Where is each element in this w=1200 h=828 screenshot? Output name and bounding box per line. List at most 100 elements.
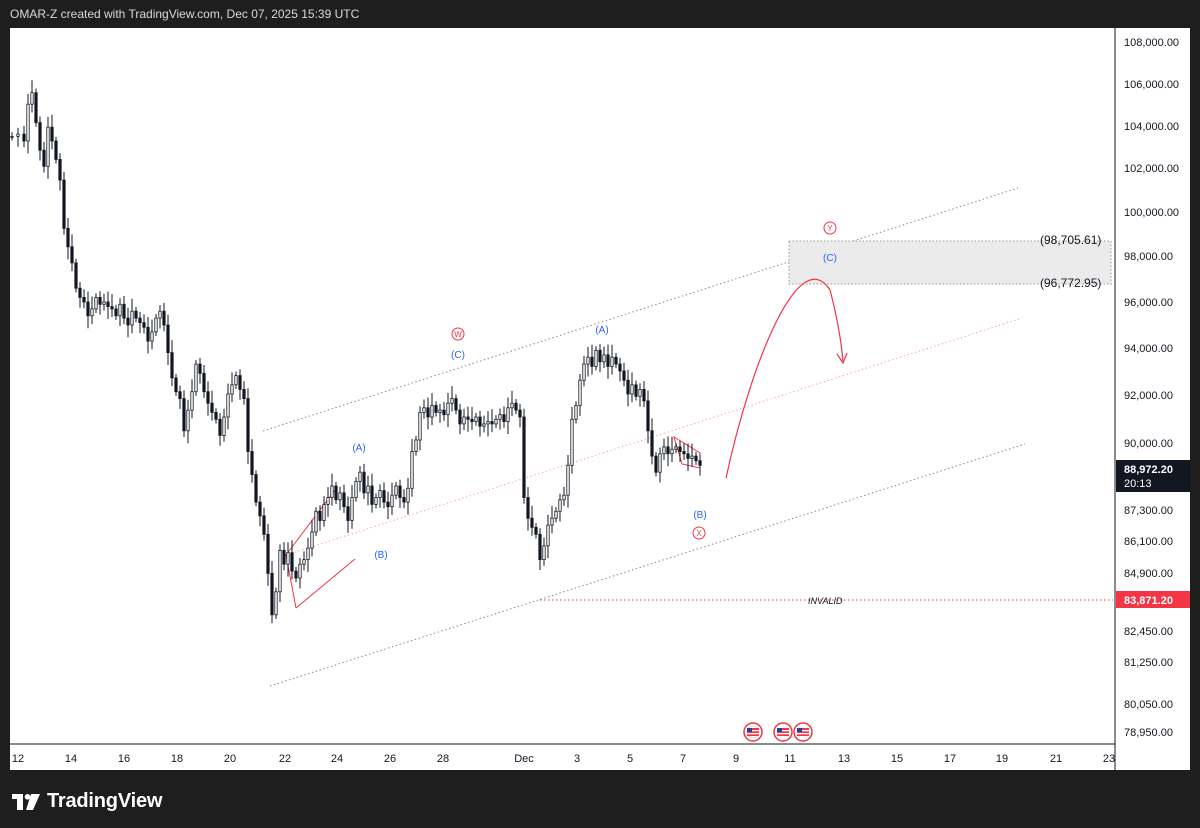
candle-body	[30, 92, 34, 105]
candle-body	[206, 391, 210, 404]
time-axis-label: 5	[627, 753, 633, 765]
wave-x-label: X	[696, 529, 702, 538]
candle-body	[634, 384, 638, 397]
candle-body	[586, 356, 590, 365]
candle-body	[322, 503, 326, 521]
candle-body	[258, 501, 262, 517]
candle-body	[326, 497, 330, 505]
tradingview-logo-icon	[12, 793, 40, 810]
candle-body	[306, 547, 310, 560]
candle-body	[16, 133, 20, 137]
wave-a2-label: (A)	[595, 325, 608, 336]
candle-body	[486, 421, 490, 425]
candle-body	[94, 296, 98, 310]
time-axis-label: 17	[944, 753, 956, 765]
candle-body	[518, 409, 522, 418]
time-axis-label: 26	[384, 753, 396, 765]
price-chart[interactable]: W (C) (A) (B) (A) (B) X Y (C) (98,705.61…	[10, 28, 1190, 770]
candle-body	[182, 398, 186, 432]
price-axis[interactable]: 108,000.00 106,000.00 104,000.00 102,000.00…	[1124, 37, 1179, 739]
candle-body	[54, 140, 58, 160]
candle-body	[126, 317, 130, 326]
channel-lower-line[interactable]	[269, 443, 1026, 687]
wave-b2-label: (B)	[693, 510, 706, 521]
candle-body	[410, 451, 414, 489]
price-axis-label: 102,000.00	[1124, 163, 1179, 175]
candle-body	[418, 411, 422, 441]
candle-body	[342, 492, 346, 508]
candle-body	[590, 356, 594, 367]
candle-body	[82, 296, 86, 303]
candle-body	[618, 363, 622, 372]
candle-body	[346, 506, 350, 521]
candle-body	[338, 492, 342, 501]
time-axis-label: 20	[224, 753, 236, 765]
time-axis-label: 9	[733, 753, 739, 765]
current-price-tag: 88,972.20 20:13	[1116, 460, 1190, 492]
candle-body	[254, 474, 258, 503]
candle-body	[142, 322, 146, 328]
time-axis-label: Dec	[514, 753, 534, 765]
candle-body	[630, 384, 634, 395]
candle-body	[678, 446, 682, 452]
invalid-price-tag: 83,871.20	[1116, 591, 1190, 608]
chart-caption: OMAR-Z created with TradingView.com, Dec…	[10, 7, 360, 21]
candle-body	[10, 136, 14, 138]
candle-body	[270, 573, 274, 616]
us-flag-icon[interactable]	[793, 722, 813, 742]
candle-body	[58, 158, 62, 181]
price-axis-label: 86,100.00	[1124, 536, 1173, 548]
candle-body	[214, 411, 218, 420]
price-axis-label: 100,000.00	[1124, 207, 1179, 219]
candle-body	[130, 310, 134, 326]
candle-body	[574, 405, 578, 420]
target-zone[interactable]	[788, 240, 1112, 285]
candle-body	[362, 471, 366, 494]
candle-body	[482, 423, 486, 427]
us-flag-icon[interactable]	[773, 722, 793, 742]
candle-body	[282, 550, 286, 565]
candle-body	[698, 460, 702, 466]
candle-body	[194, 363, 198, 393]
candle-body	[102, 301, 106, 305]
wave-b1-label: (B)	[374, 550, 387, 561]
price-axis-label: 104,000.00	[1124, 121, 1179, 133]
candle-body	[50, 126, 54, 142]
economic-event-icons[interactable]	[743, 722, 813, 742]
tradingview-logo[interactable]: TradingView	[12, 790, 162, 813]
candle-body	[350, 497, 354, 521]
countdown-label: 20:13	[1124, 478, 1152, 490]
candle-body	[114, 308, 118, 317]
time-axis-label: 15	[891, 753, 903, 765]
candle-body	[474, 416, 478, 422]
time-axis-label: 11	[784, 753, 795, 765]
candle-body	[358, 471, 362, 482]
candle-body	[686, 453, 690, 459]
price-axis-label: 98,000.00	[1124, 251, 1173, 263]
projection-arrowhead	[836, 352, 848, 365]
candle-body	[162, 310, 166, 326]
price-axis-label: 90,000.00	[1124, 438, 1173, 450]
price-axis-label: 78,950.00	[1124, 727, 1173, 739]
bottom-bar: TradingView	[0, 770, 1200, 828]
candle-body	[690, 455, 694, 459]
channel-upper-line[interactable]	[262, 187, 1019, 432]
candle-body	[86, 301, 90, 317]
candle-body	[98, 296, 102, 305]
candle-body	[286, 552, 290, 565]
projection-arc-2[interactable]	[829, 289, 844, 362]
candle-body	[426, 407, 430, 418]
us-flag-icon[interactable]	[743, 722, 763, 742]
candle-body	[174, 377, 178, 393]
projection-arc[interactable]	[725, 278, 831, 479]
price-axis-label: 82,450.00	[1124, 626, 1173, 638]
candle-body	[70, 246, 74, 264]
invalid-label: INVALID	[808, 596, 843, 606]
time-axis[interactable]: 12 14 16 18 20 22 24 26 28 Dec 3 5 7 9 11 13 15 17 19 21 23	[12, 753, 1115, 765]
candle-body	[646, 400, 650, 432]
chart-area[interactable]: W (C) (A) (B) (A) (B) X Y (C) (98,705.61…	[10, 28, 1190, 770]
candle-body	[578, 379, 582, 406]
candle-body	[642, 388, 646, 402]
candle-body	[330, 485, 334, 498]
candle-body	[278, 550, 282, 593]
